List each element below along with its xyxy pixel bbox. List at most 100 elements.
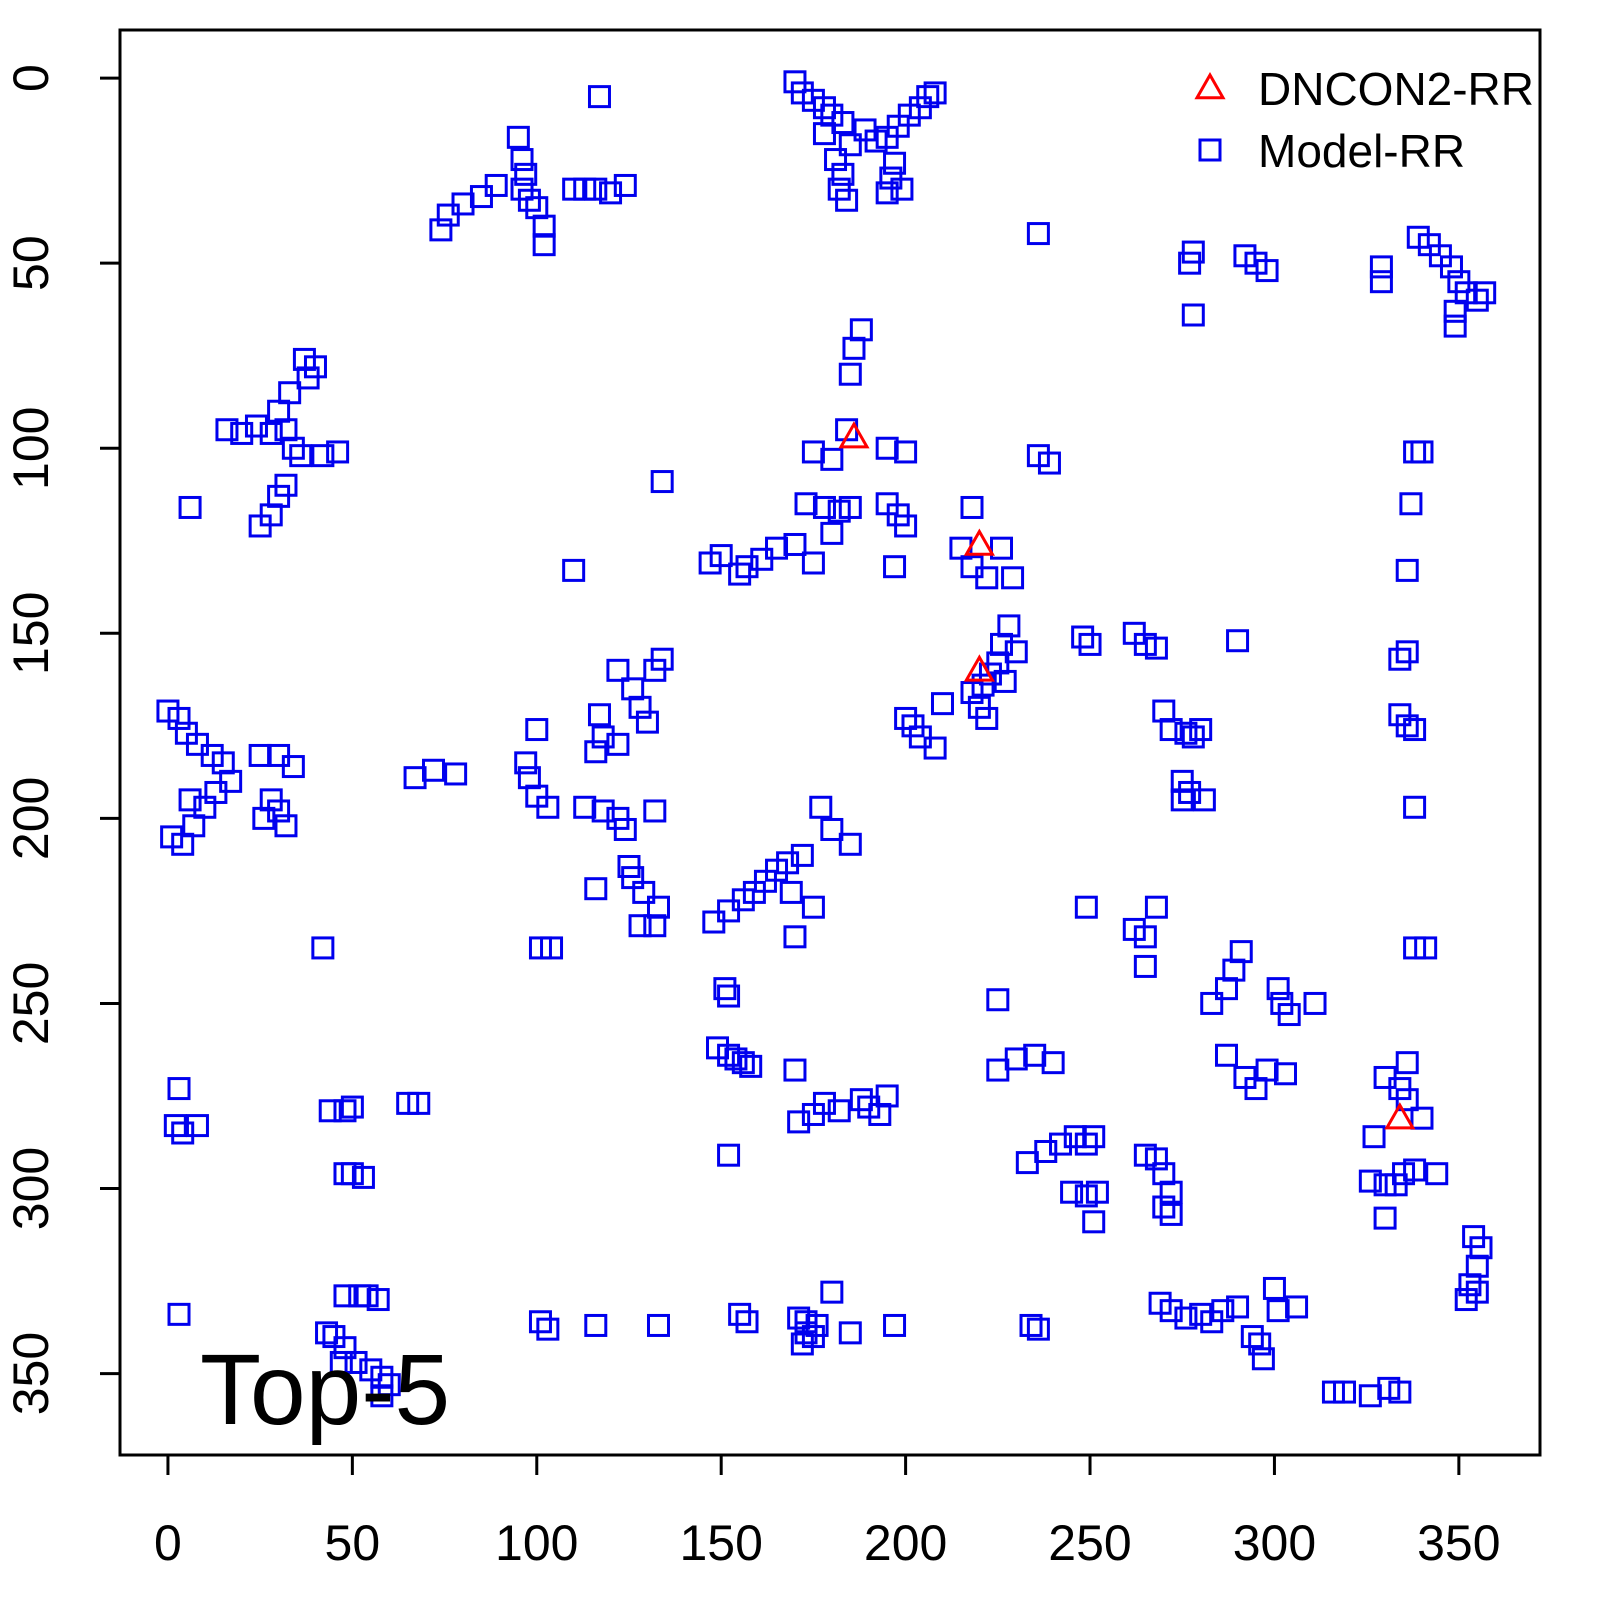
y-tick-label: 100 (3, 407, 59, 490)
square-point (1395, 558, 1419, 582)
square-point (281, 755, 305, 779)
square-point (890, 177, 914, 201)
square-point (1174, 721, 1198, 745)
square-point (1178, 780, 1202, 804)
square-point (1403, 718, 1427, 742)
square-point (812, 122, 836, 146)
legend-triangle-marker (1194, 71, 1226, 100)
square-point (510, 148, 534, 172)
square-point (163, 1114, 187, 1138)
square-point (1026, 222, 1050, 246)
square-point (1181, 303, 1205, 327)
square-point (1369, 255, 1393, 279)
square-point (267, 799, 291, 823)
y-tick-label: 250 (3, 962, 59, 1045)
square-point (650, 647, 674, 671)
square-point (1410, 1106, 1434, 1130)
triangle-point (1384, 1102, 1416, 1130)
square-point (1159, 1202, 1183, 1226)
square-point (1414, 936, 1438, 960)
square-point (1262, 1276, 1286, 1300)
plot-frame (118, 28, 1542, 1457)
square-point (1082, 1125, 1106, 1149)
square-point (783, 925, 807, 949)
square-point (783, 1058, 807, 1082)
square-point (1454, 1288, 1478, 1312)
series-model-rr (156, 70, 1497, 1408)
square-point (167, 1077, 191, 1101)
square-point (1211, 1299, 1235, 1323)
square-point (975, 566, 999, 590)
square-point (783, 532, 807, 556)
square-point (894, 706, 918, 730)
square-point (178, 788, 202, 812)
square-point (838, 133, 862, 157)
square-point (1152, 1162, 1176, 1186)
square-point (296, 366, 320, 390)
square-point (986, 988, 1010, 1012)
square-point (1255, 259, 1279, 283)
square-point (820, 817, 844, 841)
square-point (883, 555, 907, 579)
square-point (842, 336, 866, 360)
square-point (838, 362, 862, 386)
square-point (824, 148, 848, 172)
y-axis: 0 50 100 150 200 250 300 350 (3, 64, 122, 1415)
square-point (930, 692, 954, 716)
square-point (587, 85, 611, 109)
square-point (1358, 1384, 1382, 1408)
x-tick-label: 350 (1417, 1515, 1500, 1571)
square-point (584, 740, 608, 764)
square-point (809, 795, 833, 819)
chart-annotation: Top-5 (200, 1334, 450, 1446)
square-point (344, 1350, 368, 1374)
square-point (1071, 625, 1095, 649)
square-point (835, 188, 859, 212)
square-point (1395, 640, 1419, 664)
square-point (728, 562, 752, 586)
square-point (182, 814, 206, 838)
square-point (160, 825, 184, 849)
square-point (838, 1321, 862, 1345)
square-point (185, 1114, 209, 1138)
square-point (407, 1091, 431, 1115)
x-tick-label: 100 (495, 1515, 578, 1571)
square-point (717, 1043, 741, 1067)
square-point (831, 162, 855, 186)
square-point (1425, 1162, 1449, 1186)
square-point (717, 1143, 741, 1167)
square-point (587, 703, 611, 727)
square-point (514, 162, 538, 186)
square-point (1403, 1158, 1427, 1182)
triangle-point (838, 421, 870, 449)
triangle-point (963, 528, 995, 556)
square-point (1178, 251, 1202, 275)
square-point (875, 1084, 899, 1108)
square-point (525, 196, 549, 220)
square-point (525, 718, 549, 742)
square-point (894, 440, 918, 464)
square-point (1358, 1169, 1382, 1193)
legend-square-marker (1198, 138, 1222, 162)
square-point (628, 695, 652, 719)
x-tick-label: 150 (679, 1515, 762, 1571)
square-point (975, 706, 999, 730)
square-point (422, 758, 446, 782)
square-point (1285, 1295, 1309, 1319)
square-point (1023, 1043, 1047, 1067)
square-point (1174, 1306, 1198, 1330)
square-point (621, 866, 645, 890)
square-point (790, 843, 814, 867)
square-point (990, 632, 1014, 656)
square-point (1255, 1058, 1279, 1082)
square-point (1170, 788, 1194, 812)
square-point (1465, 1254, 1489, 1278)
square-point (776, 851, 800, 875)
square-point (1159, 1299, 1183, 1323)
square-point (916, 85, 940, 109)
square-point (960, 681, 984, 705)
square-point (248, 743, 272, 767)
square-point (787, 1306, 811, 1330)
square-point (517, 188, 541, 212)
square-point (613, 173, 637, 197)
